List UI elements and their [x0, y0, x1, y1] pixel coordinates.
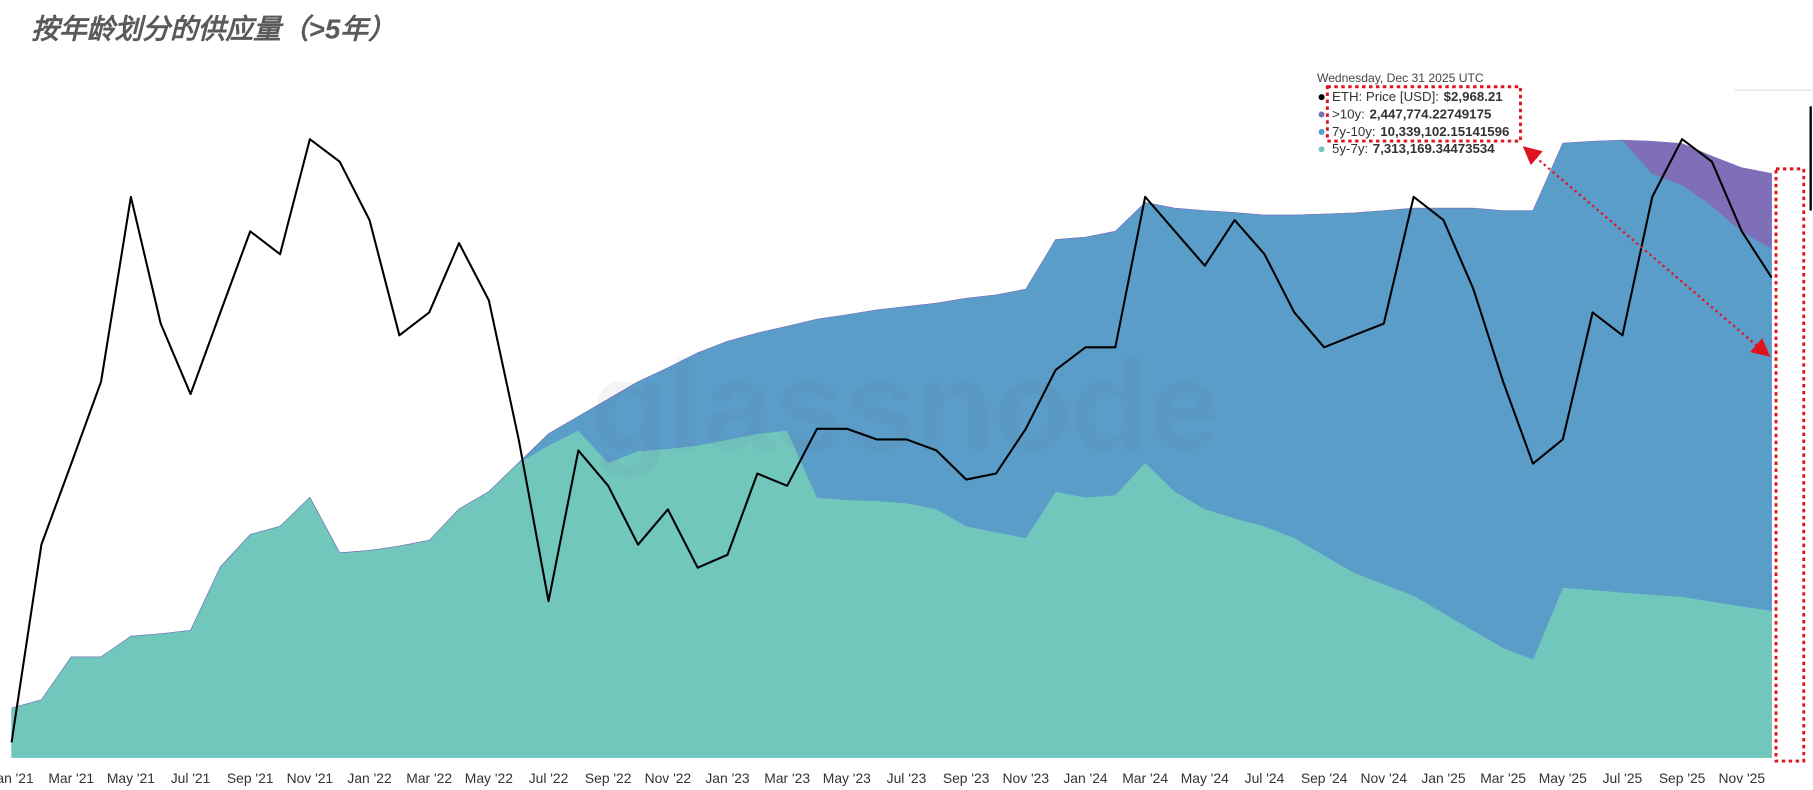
x-tick-label: Nov '21 — [287, 770, 334, 786]
watermark: glassnode — [591, 335, 1220, 477]
x-tick-label: Mar '24 — [1122, 770, 1168, 786]
tooltip-separator: : — [1435, 89, 1439, 104]
tooltip-separator: : — [1364, 141, 1368, 156]
tooltip-value: $2,968.21 — [1444, 89, 1504, 104]
tooltip-entry: 7y-10y: 10,339,102.15141596 — [1332, 123, 1509, 138]
tooltip-dot — [1318, 146, 1325, 153]
x-tick-label: May '25 — [1539, 770, 1587, 786]
plot-area — [11, 139, 1772, 758]
tooltip-name: >10y — [1332, 106, 1362, 121]
x-tick-label: Nov '25 — [1718, 770, 1765, 786]
x-tick-label: Nov '22 — [645, 770, 692, 786]
annotation-arrow — [1522, 146, 1771, 357]
tooltip-name: ETH: Price [USD] — [1332, 89, 1435, 104]
tooltip-separator: : — [1361, 106, 1365, 121]
tooltip-value: 2,447,774.22749175 — [1369, 106, 1491, 121]
x-tick-label: Jan '23 — [705, 770, 750, 786]
x-tick-label: Sep '22 — [585, 770, 632, 786]
tooltip-dot — [1318, 111, 1325, 118]
tooltip-dot — [1318, 94, 1325, 101]
x-tick-label: Jul '21 — [171, 770, 211, 786]
x-tick-label: May '21 — [107, 770, 155, 786]
highlight-box — [1325, 85, 1522, 143]
x-tick-label: Jul '22 — [529, 770, 569, 786]
x-tick-label: May '24 — [1181, 770, 1229, 786]
tooltip-value: 7,313,169.34473534 — [1373, 141, 1495, 156]
x-tick-label: Nov '24 — [1361, 770, 1408, 786]
x-tick-label: Jul '23 — [887, 770, 927, 786]
tooltip-entry: 5y-7y: 7,313,169.34473534 — [1332, 141, 1495, 156]
tooltip-name: 7y-10y — [1332, 123, 1372, 138]
x-tick-label: Sep '21 — [227, 770, 274, 786]
highlight-box — [1774, 167, 1806, 763]
x-tick-label: Mar '25 — [1480, 770, 1526, 786]
tooltip-date: Wednesday, Dec 31 2025 UTC — [1317, 71, 1484, 85]
line-layer — [10, 138, 1773, 743]
chart-title: 按年龄划分的供应量（>5年） — [31, 14, 396, 45]
x-tick-label: Jul '25 — [1603, 770, 1643, 786]
x-tick-label: Sep '24 — [1301, 770, 1348, 786]
x-tick-label: Jul '24 — [1245, 770, 1285, 786]
x-tick-label: Sep '23 — [943, 770, 990, 786]
tooltip-separator: : — [1372, 123, 1376, 138]
x-tick-label: Jan '22 — [347, 770, 392, 786]
x-tick-label: Mar '21 — [48, 770, 94, 786]
x-tick-label: May '23 — [823, 770, 871, 786]
tooltip-dot — [1318, 128, 1325, 135]
x-tick-label: Jan '24 — [1063, 770, 1108, 786]
tooltip-name: 5y-7y — [1332, 141, 1365, 156]
tooltip-entry: >10y: 2,447,774.22749175 — [1332, 106, 1492, 121]
price-line — [10, 138, 1773, 743]
x-tick-label: Jan '21 — [0, 770, 34, 786]
x-tick-label: Sep '25 — [1659, 770, 1706, 786]
tooltip-value: 10,339,102.15141596 — [1380, 123, 1509, 138]
area-series — [11, 139, 1772, 709]
tooltip: Wednesday, Dec 31 2025 UTC ETH: Price [U… — [1317, 71, 1509, 156]
x-tick-label: Mar '23 — [764, 770, 810, 786]
x-tick-label: Nov '23 — [1003, 770, 1050, 786]
tooltip-entry: ETH: Price [USD]: $2,968.21 — [1332, 89, 1503, 104]
x-tick-label: Mar '22 — [406, 770, 452, 786]
x-tick-label: Jan '25 — [1421, 770, 1466, 786]
x-tick-label: May '22 — [465, 770, 513, 786]
